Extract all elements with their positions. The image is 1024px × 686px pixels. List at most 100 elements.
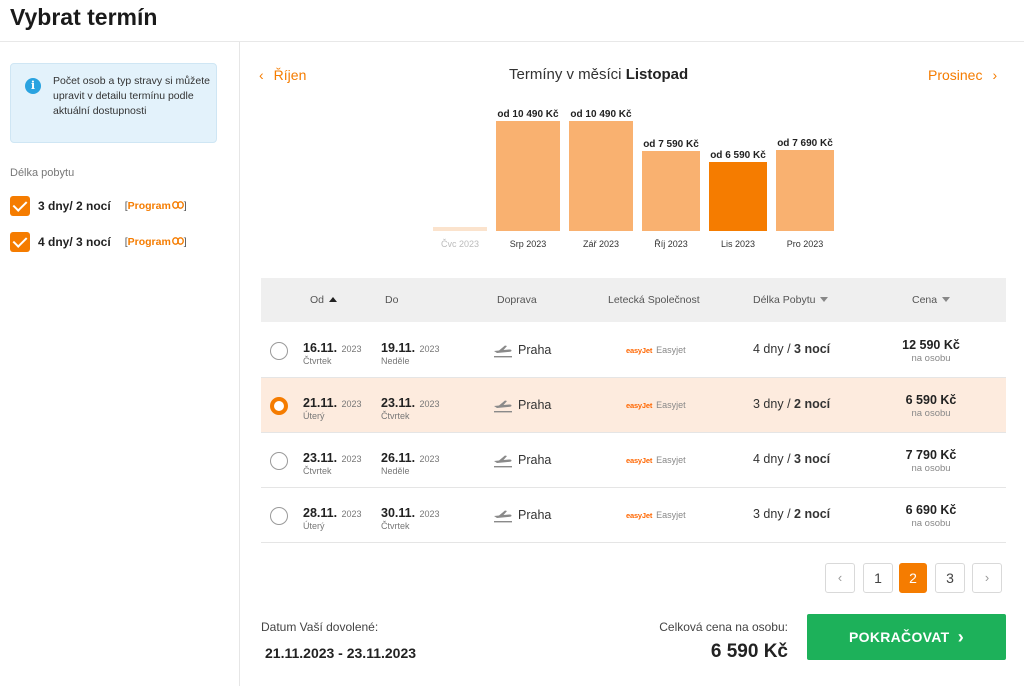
col-price-header[interactable]: Cena	[912, 294, 951, 306]
stay-length: 4 dny / 3 nocí	[753, 342, 831, 356]
program-link[interactable]: [Program]	[124, 236, 187, 248]
chart-data-label: od 10 490 Kč	[570, 109, 632, 120]
chevron-right-icon: ›	[957, 627, 964, 647]
total-price-label: Celková cena na osobu:	[659, 620, 788, 634]
chevron-left-icon: ‹	[259, 67, 264, 83]
info-text: Počet osob a typ stravy si můžete upravi…	[53, 75, 210, 117]
chart-tick-label: Pro 2023	[787, 239, 824, 249]
chart-tick-label: Srp 2023	[510, 239, 547, 249]
row-price: 12 590 Kč na osobu	[902, 338, 960, 364]
row-radio-button[interactable]	[270, 397, 288, 415]
info-box: i Počet osob a typ stravy si můžete upra…	[10, 63, 217, 143]
chart-bar[interactable]	[642, 151, 700, 231]
sort-asc-icon	[329, 297, 338, 302]
chart-bar[interactable]	[433, 227, 487, 231]
transport: Praha	[493, 452, 551, 468]
airline-logo: easyJet	[626, 400, 653, 410]
link-icon	[171, 201, 184, 209]
chart-bar[interactable]	[776, 150, 834, 231]
date-to: 26.11. 2023 Neděle	[381, 451, 440, 476]
sort-icon	[820, 297, 829, 302]
row-radio-button[interactable]	[270, 507, 288, 525]
pager-page-2[interactable]: 2	[899, 563, 927, 593]
airline: easyJet Easyjet	[626, 455, 686, 465]
airline: easyJet Easyjet	[626, 345, 686, 355]
date-from: 16.11. 2023 Čtvrtek	[303, 341, 362, 366]
checkbox-checked-icon[interactable]	[10, 196, 30, 216]
sidebar: i Počet osob a typ stravy si můžete upra…	[0, 42, 240, 686]
pager-page-3[interactable]: 3	[935, 563, 965, 593]
date-from: 23.11. 2023 Čtvrtek	[303, 451, 362, 476]
airline: easyJet Easyjet	[626, 510, 686, 520]
pager-page-1[interactable]: 1	[863, 563, 893, 593]
table-row[interactable]: 16.11. 2023 Čtvrtek 19.11. 2023 Neděle Praha…	[261, 323, 1006, 378]
prev-month-link[interactable]: ‹ Říjen	[259, 67, 307, 83]
row-price: 6 690 Kč na osobu	[905, 503, 957, 529]
date-to: 19.11. 2023 Neděle	[381, 341, 440, 366]
transport: Praha	[493, 342, 551, 358]
plane-departure-icon	[494, 345, 512, 358]
dates-label: Datum Vaší dovolené:	[261, 620, 379, 634]
chart-data-label: od 10 490 Kč	[497, 109, 559, 120]
total-price: 6 590 Kč	[710, 641, 788, 662]
chart-bar[interactable]	[496, 121, 560, 231]
chart-bar[interactable]	[709, 162, 767, 231]
sort-icon	[942, 297, 951, 302]
chart-tick-label: Říj 2023	[654, 239, 688, 249]
table-header: Od Do Doprava Letecká Společnost Délka P…	[261, 278, 1006, 322]
row-radio-button[interactable]	[270, 452, 288, 470]
pager-next-button[interactable]: ›	[972, 563, 1002, 593]
airline-logo: easyJet	[626, 510, 653, 520]
col-from-header[interactable]: Od	[310, 294, 338, 306]
next-month-link[interactable]: Prosinec ›	[928, 67, 998, 83]
duration-heading: Délka pobytu	[10, 167, 75, 179]
page-title: Vybrat termín	[10, 4, 158, 30]
transport: Praha	[493, 507, 551, 523]
date-to: 23.11. 2023 Čtvrtek	[381, 396, 440, 421]
chevron-right-icon: ›	[992, 67, 998, 83]
info-icon: i	[25, 78, 41, 94]
checkbox-checked-icon[interactable]	[10, 232, 30, 252]
month-price-chart[interactable]: Čvc 2023 od 10 490 Kč Srp 2023 od 10 490 Kč…	[420, 100, 850, 255]
duration-option-3-days[interactable]: 3 dny/ 2 nocí [Program]	[10, 196, 187, 216]
col-airline-header: Letecká Společnost	[608, 294, 700, 306]
airline: easyJet Easyjet	[626, 400, 686, 410]
chart-bar[interactable]	[569, 121, 633, 231]
pager-prev-button[interactable]: ‹	[825, 563, 855, 593]
col-length-header[interactable]: Délka Pobytu	[753, 294, 829, 306]
table-row[interactable]: 23.11. 2023 Čtvrtek 26.11. 2023 Neděle Praha…	[261, 433, 1006, 488]
plane-departure-icon	[494, 510, 512, 523]
chevron-left-icon: ‹	[837, 570, 843, 585]
col-transport-header: Doprava	[497, 294, 537, 306]
stay-length: 3 dny / 2 nocí	[753, 397, 831, 411]
program-link[interactable]: [Program]	[124, 200, 187, 212]
link-icon	[171, 237, 184, 245]
table-row[interactable]: 28.11. 2023 Úterý 30.11. 2023 Čtvrtek Praha e…	[261, 488, 1006, 543]
row-price: 6 590 Kč na osobu	[905, 393, 957, 419]
duration-label: 4 dny/ 3 nocí	[38, 235, 111, 249]
plane-departure-icon	[494, 400, 512, 413]
month-title: Termíny v měsíci Listopad	[509, 66, 689, 83]
plane-departure-icon	[494, 455, 512, 468]
airline-logo: easyJet	[626, 455, 653, 465]
transport: Praha	[493, 397, 551, 413]
airline-logo: easyJet	[626, 345, 653, 355]
table-row[interactable]: 21.11. 2023 Úterý 23.11. 2023 Čtvrtek Praha e…	[261, 378, 1006, 433]
date-to: 30.11. 2023 Čtvrtek	[381, 506, 440, 531]
col-to-header: Do	[385, 294, 399, 306]
duration-label: 3 dny/ 2 nocí	[38, 199, 111, 213]
date-from: 28.11. 2023 Úterý	[303, 506, 362, 531]
chart-tick-label: Lis 2023	[721, 239, 755, 249]
selected-dates: 21.11.2023 - 23.11.2023	[265, 645, 417, 661]
date-from: 21.11. 2023 Úterý	[303, 396, 362, 421]
row-radio-button[interactable]	[270, 342, 288, 360]
chart-data-label: od 7 690 Kč	[777, 138, 833, 149]
continue-button[interactable]: POKRAČOVAT ›	[807, 614, 1006, 660]
chart-data-label: od 7 590 Kč	[643, 139, 699, 150]
chart-tick-label: Zář 2023	[583, 239, 619, 249]
row-price: 7 790 Kč na osobu	[905, 448, 957, 474]
duration-option-4-days[interactable]: 4 dny/ 3 nocí [Program]	[10, 232, 187, 252]
stay-length: 4 dny / 3 nocí	[753, 452, 831, 466]
stay-length: 3 dny / 2 nocí	[753, 507, 831, 521]
chart-tick-label: Čvc 2023	[441, 239, 479, 249]
